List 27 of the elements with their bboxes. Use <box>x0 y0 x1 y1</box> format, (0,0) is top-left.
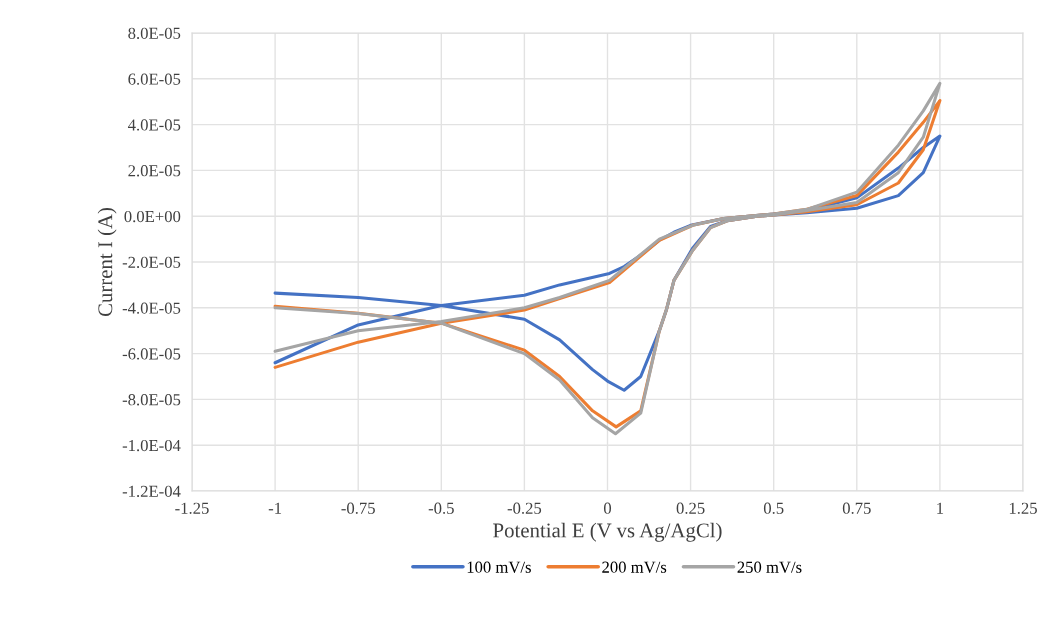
x-tick-label: -0.25 <box>507 502 542 514</box>
y-tick-label: -2.0E-05 <box>122 256 181 269</box>
x-tick-label: -1.25 <box>175 502 209 514</box>
y-tick-label: 8.0E-05 <box>128 27 181 40</box>
y-tick-label: -1.2E-04 <box>122 485 181 498</box>
x-tick-label: 0.5 <box>763 502 784 514</box>
y-tick-label: 4.0E-05 <box>127 119 181 131</box>
x-tick-label: -1 <box>268 502 282 514</box>
y-tick-label: -1.0E-04 <box>122 439 181 452</box>
y-tick-label: -6.0E-05 <box>122 348 181 360</box>
y-tick-label: -4.0E-05 <box>122 302 181 314</box>
x-tick-label: -0.5 <box>428 502 454 514</box>
legend-label: 200 mV/s <box>602 561 667 573</box>
x-tick-label: -0.75 <box>341 502 375 514</box>
x-axis-title: Potential E (V vs Ag/AgCl) <box>493 522 722 542</box>
y-tick-label: -8.0E-05 <box>122 394 181 406</box>
y-tick-label: 6.0E-05 <box>128 73 181 85</box>
x-tick-label: 0 <box>603 502 612 514</box>
x-tick-label: 1.25 <box>1009 502 1037 514</box>
y-tick-label: 2.0E-05 <box>128 165 181 177</box>
x-tick-label: 0.75 <box>842 502 871 514</box>
y-tick-label: 0.0E+00 <box>124 210 181 223</box>
legend-label: 100 mV/s <box>467 561 531 573</box>
y-axis-title: Current I (A) <box>97 207 117 317</box>
legend-label: 250 mV/s <box>737 561 802 573</box>
x-tick-label: 1 <box>937 502 944 514</box>
x-tick-label: 0.25 <box>676 502 705 514</box>
